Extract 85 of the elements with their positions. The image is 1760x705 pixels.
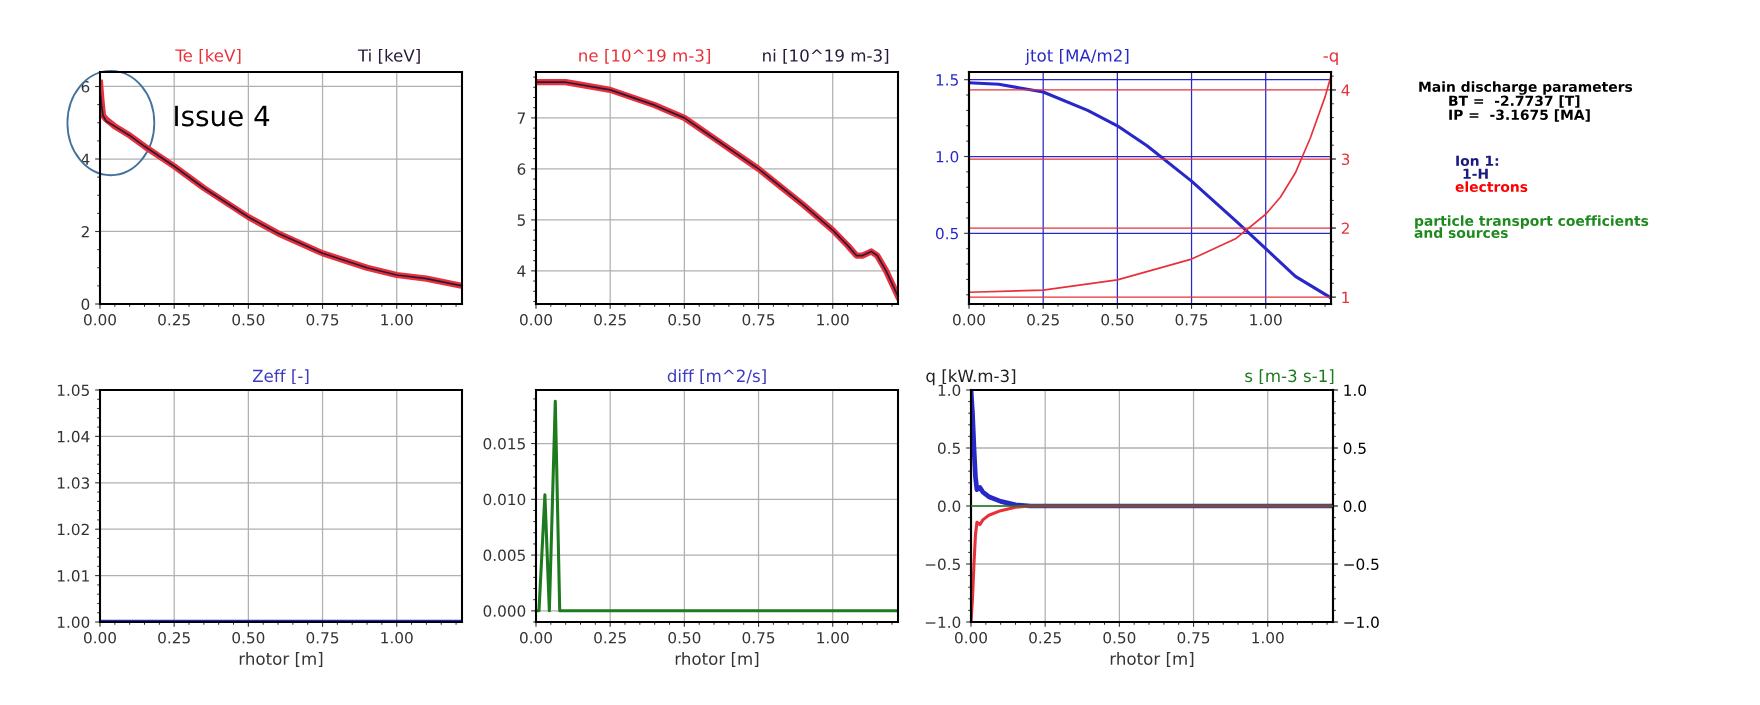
text: IP = -3.1675 [MA] (1449, 109, 1590, 122)
series-label: ne [10^19 m-3] (579, 48, 710, 64)
y-tick-label: 1.00 (57, 616, 90, 629)
y2-tick-label: 0.5 (1343, 442, 1366, 455)
x-tick-label: 1.00 (381, 631, 413, 644)
x-axis-title: rhotor [m] (239, 652, 323, 667)
y2-tick-label: −0.5 (1344, 558, 1379, 571)
text: 1-H (1463, 168, 1488, 179)
y-tick-label: −0.5 (925, 558, 960, 571)
chart-title: diff [m^2/s] (667, 369, 766, 385)
annotation: Issue 4 (175, 105, 270, 127)
x-tick-label: 0.00 (520, 313, 552, 326)
x-tick-label: 1.00 (817, 313, 849, 326)
y-tick-label: 1.5 (936, 74, 958, 86)
y-tick-label: 0.5 (935, 227, 958, 240)
y-tick-label: 4 (81, 153, 90, 165)
x-axis-title: rhotor [m] (1110, 652, 1194, 667)
y-tick-label: 6 (517, 163, 526, 175)
text: particle transport coefficients (1415, 215, 1649, 229)
y-tick-label: 7 (517, 112, 525, 124)
y-tick-label: 0.005 (483, 549, 525, 562)
x-tick-label: 0.00 (520, 631, 552, 644)
x-tick-label: 1.00 (817, 631, 849, 644)
y-tick-label: 1.05 (57, 384, 89, 397)
x-tick-label: 0.25 (1027, 313, 1059, 326)
x-tick-label: 0.75 (306, 631, 339, 644)
y2-axis-title: s [m-3 s-1] (1245, 369, 1334, 385)
y2-tick-label: 4 (1341, 84, 1350, 96)
y-tick-label: 1.02 (57, 523, 89, 536)
x-tick-label: 0.50 (668, 313, 701, 326)
text: electrons (1455, 181, 1528, 193)
y-tick-label: 1.0 (936, 150, 959, 163)
x-tick-label: 0.75 (306, 313, 339, 326)
x-tick-label: 0.00 (84, 313, 116, 326)
y-tick-label: 1.0 (938, 384, 961, 397)
x-tick-label: 0.25 (1029, 631, 1061, 644)
x-tick-label: 0.75 (1177, 631, 1210, 644)
y-tick-label: 2 (81, 225, 89, 238)
y-tick-label: 0.010 (483, 493, 526, 506)
x-tick-label: 0.50 (668, 631, 701, 644)
y-tick-label: 1.03 (57, 477, 90, 489)
text: ni [10^19 m-3] (763, 48, 889, 64)
y2-tick-label: 3 (1341, 153, 1350, 166)
text: Main discharge parameters (1419, 81, 1633, 95)
x-tick-label: 0.50 (1103, 631, 1136, 644)
x-tick-label: 0.50 (1101, 313, 1134, 326)
y-tick-label: 0 (81, 298, 90, 311)
x-tick-label: 0.75 (742, 631, 775, 644)
y-tick-label: 4 (517, 265, 526, 277)
y-tick-label: 0.0 (937, 500, 961, 513)
y-tick-label: 0.5 (937, 442, 960, 455)
x-tick-label: 1.00 (1250, 313, 1282, 326)
x-tick-label: 0.25 (594, 313, 626, 326)
y-tick-label: 0.000 (483, 605, 526, 617)
x-tick-label: 0.75 (742, 313, 775, 326)
text: Ion 1: (1456, 155, 1499, 167)
y-tick-label: −1.0 (925, 616, 961, 629)
text: and sources (1414, 227, 1508, 239)
text: Ti [keV] (357, 48, 420, 64)
chart-title: Zeff [-] (252, 369, 309, 385)
x-tick-label: 0.25 (158, 631, 190, 644)
y2-tick-label: 1.0 (1344, 384, 1366, 397)
x-tick-label: 0.00 (84, 631, 116, 644)
text: BT = -2.7737 [T] (1449, 95, 1580, 108)
x-tick-label: 0.50 (232, 631, 265, 644)
x-axis-title: rhotor [m] (675, 652, 759, 667)
x-tick-label: 0.00 (953, 313, 985, 326)
y-tick-label: 1.04 (57, 430, 90, 443)
y2-tick-label: 0.0 (1343, 500, 1366, 513)
x-tick-label: 0.25 (594, 631, 626, 644)
y-tick-label: 1.01 (57, 570, 89, 582)
x-tick-label: 0.50 (232, 313, 265, 326)
series-label: jtot [MA/m2] (1025, 48, 1129, 66)
x-tick-label: 1.00 (1252, 631, 1284, 644)
y-tick-label: 0.015 (483, 438, 525, 450)
x-tick-label: 0.00 (955, 631, 987, 644)
y2-tick-label: 1 (1342, 291, 1350, 303)
text: Te [keV] (175, 48, 241, 64)
y-tick-label: 5 (517, 214, 525, 226)
x-tick-label: 0.75 (1175, 313, 1208, 326)
series-label: -q (1323, 52, 1338, 66)
y2-tick-label: −1.0 (1344, 616, 1379, 629)
x-tick-label: 0.25 (158, 313, 190, 326)
x-tick-label: 1.00 (381, 313, 413, 326)
y2-tick-label: 2 (1341, 222, 1349, 234)
